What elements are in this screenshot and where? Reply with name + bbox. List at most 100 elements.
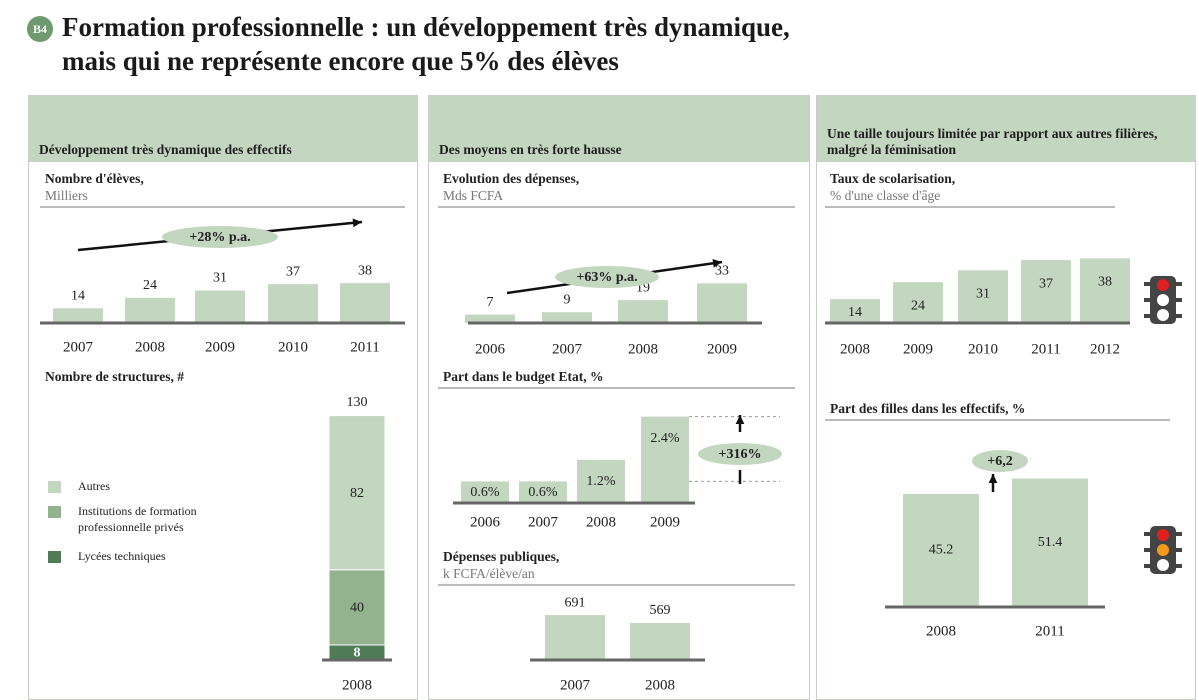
x-tick-label: 2011 (1031, 341, 1060, 357)
bar (697, 283, 747, 323)
value-label: 45.2 (929, 543, 954, 558)
bar (465, 314, 515, 323)
panel: Des moyens en très forte hausse (428, 95, 810, 700)
chart-title: Part des filles dans les effectifs, % (830, 401, 1025, 416)
annotation: +316% (719, 447, 762, 462)
value-label: 37 (1039, 276, 1053, 291)
traffic-light (1144, 526, 1182, 574)
bar (618, 300, 668, 323)
chart-title: Part dans le budget Etat, % (443, 369, 604, 384)
value-label: 24 (143, 278, 157, 293)
value-label: 31 (976, 287, 990, 302)
x-tick-label: 2007 (63, 339, 94, 355)
value-label: 7 (487, 295, 494, 310)
bar (545, 615, 605, 660)
value-label: 38 (1098, 275, 1112, 290)
value-label: 691 (565, 595, 586, 610)
bar (519, 481, 567, 503)
x-tick-label: 2008 (628, 341, 658, 357)
value-label: 1.2% (586, 474, 616, 489)
bar (1021, 260, 1071, 323)
chart-unit: Milliers (45, 188, 88, 203)
arrow-head (352, 218, 362, 228)
value-label: 2.4% (650, 431, 680, 446)
chart-title: Nombre de structures, # (45, 369, 184, 384)
legend-label: Lycées techniques (78, 549, 166, 563)
x-tick-label: 2008 (586, 514, 616, 530)
title-line: mais qui ne représente encore que 5% des… (62, 46, 619, 76)
annotation-bubble (698, 443, 782, 465)
annotation: +63% p.a. (576, 270, 637, 285)
x-tick-label: 2009 (707, 341, 737, 357)
annotation: +6,2 (987, 454, 1012, 469)
annotation-bubble (555, 266, 659, 288)
value-label: 8 (354, 646, 361, 661)
x-tick-label: 2008 (645, 677, 675, 693)
value-label: 37 (286, 264, 300, 279)
annotation-bubble (162, 226, 278, 248)
bar (630, 623, 690, 660)
value-label: 82 (350, 486, 364, 501)
value-label: 9 (564, 292, 571, 307)
panel-header: Des moyens en très forte hausse (429, 96, 809, 162)
badge (27, 16, 53, 42)
bar (1012, 478, 1088, 607)
x-tick-label: 2009 (903, 341, 933, 357)
x-tick-label: 2012 (1090, 341, 1120, 357)
legend-swatch (48, 551, 61, 563)
bar (641, 416, 689, 503)
x-tick-label: 2007 (552, 341, 583, 357)
bar (830, 299, 880, 323)
bar (268, 284, 318, 323)
traffic-light (1144, 276, 1182, 324)
value-label: 569 (650, 603, 671, 618)
x-tick-label: 2008 (840, 341, 870, 357)
x-tick-label: 2006 (475, 341, 506, 357)
panel: Une taille toujours limitée par rapport … (816, 95, 1196, 700)
value-label: 24 (911, 298, 925, 313)
chart-title: Nombre d'élèves, (45, 171, 144, 186)
bar (195, 290, 245, 323)
legend-label: Institutions de formation professionnell… (78, 504, 200, 534)
value-label: 14 (848, 305, 862, 320)
chart-title: Dépenses publiques, (443, 549, 559, 564)
value-label: 38 (358, 263, 372, 278)
bar-segment (328, 415, 386, 571)
legend-label: Autres (78, 479, 110, 493)
total-label: 130 (347, 395, 368, 410)
value-label: 0.6% (470, 485, 500, 500)
x-tick-label: 2011 (1035, 623, 1064, 639)
x-tick-label: 2008 (342, 677, 372, 693)
arrow-head (735, 415, 745, 425)
value-label: 14 (71, 289, 85, 304)
panel: Développement très dynamique des effecti… (28, 95, 418, 700)
annotation: +28% p.a. (189, 230, 250, 245)
bar (577, 459, 625, 503)
annotation-bubble (972, 450, 1028, 472)
bar-segment (328, 569, 386, 646)
bar (53, 308, 103, 323)
x-tick-label: 2010 (968, 341, 998, 357)
x-tick-label: 2009 (205, 339, 235, 355)
bar (125, 297, 175, 323)
arrow-head (988, 474, 998, 484)
value-label: 31 (213, 271, 227, 286)
bar (903, 494, 979, 607)
value-label: 40 (350, 601, 364, 616)
x-tick-label: 2006 (470, 514, 501, 530)
value-label: 33 (715, 264, 729, 279)
badge-label: B4 (33, 22, 47, 36)
x-tick-label: 2008 (926, 623, 956, 639)
x-tick-label: 2011 (350, 339, 379, 355)
chart-title: Evolution des dépenses, (443, 171, 579, 186)
panel-header: Une taille toujours limitée par rapport … (817, 96, 1195, 162)
bar (340, 283, 390, 323)
value-label: 51.4 (1038, 535, 1063, 550)
chart-unit: % d'une classe d'âge (830, 188, 940, 203)
arrow-head (712, 258, 722, 268)
panel-header: Développement très dynamique des effecti… (29, 96, 417, 162)
bar (1080, 258, 1130, 323)
x-tick-label: 2010 (278, 339, 308, 355)
